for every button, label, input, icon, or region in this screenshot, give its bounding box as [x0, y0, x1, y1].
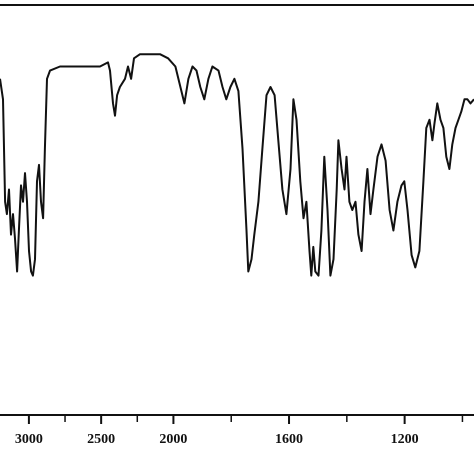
spectrum-line — [0, 53, 474, 277]
x-tick-label: 1600 — [275, 432, 303, 447]
x-tick-label: 2000 — [159, 432, 187, 447]
x-tick-label: 1200 — [391, 432, 419, 447]
x-tick-label: 3000 — [15, 432, 43, 447]
x-tick-label: 2500 — [87, 432, 115, 447]
